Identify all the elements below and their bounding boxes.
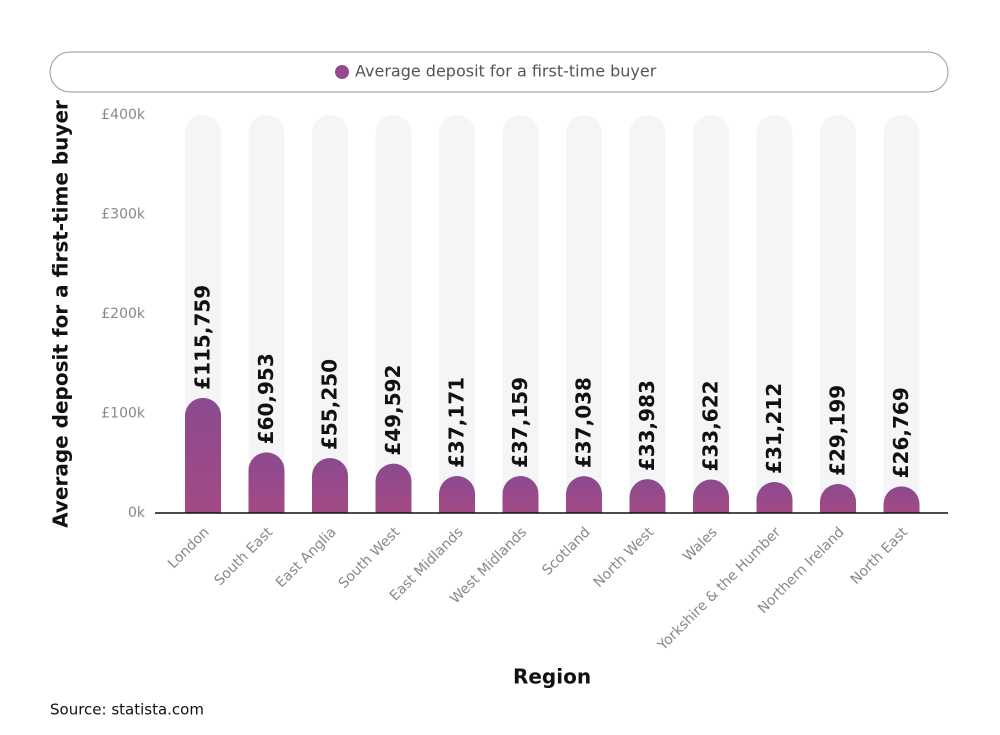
bar	[185, 397, 221, 513]
bar-track	[566, 115, 602, 513]
value-label: £55,250	[318, 359, 342, 450]
x-tick-label: Yorkshire & the Humber	[654, 524, 784, 654]
bar-track	[312, 115, 348, 513]
value-label: £29,199	[826, 385, 850, 476]
bar	[439, 476, 475, 513]
value-label: £33,983	[635, 380, 659, 471]
value-label: £37,038	[572, 377, 596, 468]
bar	[248, 452, 285, 513]
value-label: £26,769	[889, 387, 913, 478]
value-label: £33,622	[699, 380, 723, 471]
y-tick-label: £300k	[101, 207, 146, 223]
legend-marker	[335, 65, 349, 79]
y-axis-label: Average deposit for a first-time buyer	[49, 100, 73, 528]
x-tick-label: London	[165, 524, 213, 572]
bar	[312, 458, 348, 513]
value-label: £31,212	[762, 383, 786, 474]
value-label: £37,171	[445, 377, 469, 468]
y-tick-label: £100k	[101, 406, 146, 422]
bar	[629, 479, 666, 513]
x-axis-label: Region	[513, 665, 591, 689]
bar	[883, 486, 920, 513]
bar-track	[439, 115, 475, 513]
legend-label: Average deposit for a first-time buyer	[355, 62, 657, 81]
value-label: £49,592	[381, 365, 405, 456]
value-label: £115,759	[191, 285, 215, 390]
bar	[375, 463, 412, 513]
bar-track	[629, 115, 666, 513]
bar-track	[248, 115, 285, 513]
bar	[502, 476, 539, 513]
y-tick-label: 0k	[128, 505, 146, 521]
x-tick-label: Wales	[680, 524, 721, 565]
x-tick-label: East Anglia	[273, 524, 340, 591]
bar-track	[502, 115, 539, 513]
bar	[566, 476, 602, 513]
x-tick-label: Scotland	[539, 524, 593, 578]
y-tick-label: £400k	[101, 107, 146, 123]
bar-track	[693, 115, 729, 513]
source: Source: statista.com	[50, 701, 204, 719]
y-tick-label: £200k	[101, 306, 146, 322]
value-label: £60,953	[254, 353, 278, 444]
x-tick-label: North East	[848, 524, 912, 588]
bar-track	[883, 115, 920, 513]
bar	[693, 479, 729, 513]
bar	[756, 481, 793, 513]
x-tick-label: South West	[336, 524, 404, 592]
bar-track	[820, 115, 856, 513]
x-tick-label: South East	[212, 524, 277, 589]
bar-track	[375, 115, 412, 513]
bar-track	[756, 115, 793, 513]
value-label: £37,159	[508, 377, 532, 468]
legend-box	[49, 51, 949, 93]
bar	[820, 483, 856, 513]
x-tick-label: North West	[591, 524, 658, 591]
